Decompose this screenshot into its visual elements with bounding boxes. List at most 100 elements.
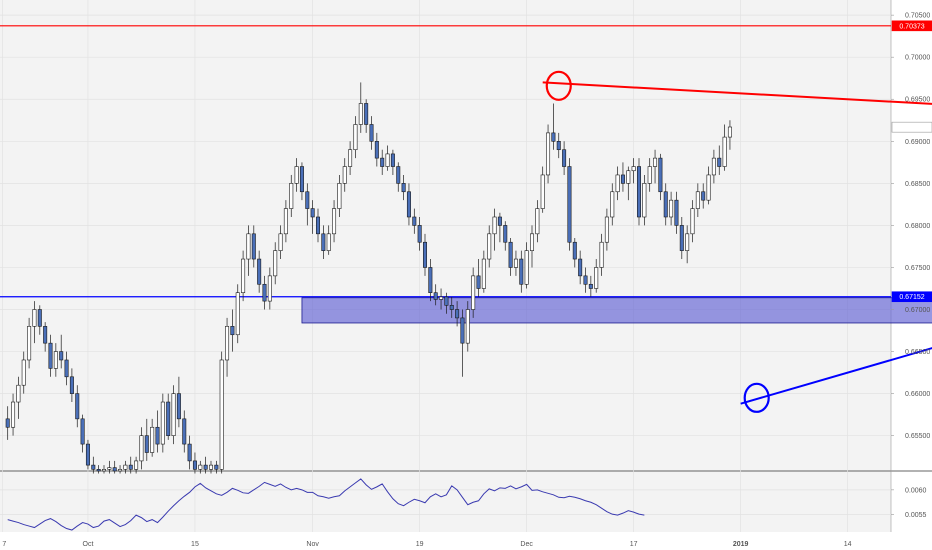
candle-body <box>251 233 256 260</box>
time-tick-label: Nov <box>306 541 319 548</box>
candle-body <box>5 418 10 428</box>
candle-body <box>540 174 545 209</box>
candle-body <box>257 258 262 285</box>
candle-body <box>112 467 117 472</box>
candle-body <box>679 225 684 251</box>
time-axis: 7Oct15Nov19Dec17201914Feb18Mar18Apr15May… <box>2 541 851 548</box>
candle-body <box>722 136 727 167</box>
candle-body <box>476 275 481 289</box>
time-tick-label: 15 <box>191 541 199 548</box>
candle-body <box>80 418 85 445</box>
candle-body <box>214 464 219 470</box>
candle-body <box>669 199 674 218</box>
candle-body <box>342 166 347 184</box>
candle-body <box>599 241 604 268</box>
support-price-badge-bg <box>891 291 932 303</box>
candle-body <box>460 317 465 344</box>
candle-body <box>289 183 294 209</box>
indicator-pane-background <box>0 471 891 532</box>
candle-body <box>235 292 240 336</box>
candle-body <box>519 258 524 285</box>
candle-body <box>139 435 144 462</box>
candle-body <box>278 233 283 251</box>
candle-body <box>396 166 401 184</box>
candle-body <box>187 443 192 462</box>
price-axis: 0.70500 0.70000 0.69500 0.69000 0.68500 0.680… <box>891 13 930 519</box>
candle-body <box>401 183 406 193</box>
candle-body <box>690 208 695 235</box>
candle-body <box>37 309 42 327</box>
price-tick-label: 0.66500 <box>905 349 930 356</box>
candle-body <box>219 359 224 470</box>
candle-body <box>166 401 171 436</box>
candle-body <box>717 157 722 167</box>
candle-body <box>556 141 561 151</box>
price-tick-label: 0.67500 <box>905 265 930 272</box>
candle-body <box>636 166 641 218</box>
candle-body <box>21 359 26 386</box>
candle-body <box>642 183 647 218</box>
candle-body <box>155 426 160 445</box>
candle-body <box>449 305 454 310</box>
candle-body <box>433 292 438 300</box>
candle-body <box>107 467 112 470</box>
candle-body <box>524 250 529 285</box>
candle-body <box>620 174 625 184</box>
support-zone-rect <box>301 297 932 324</box>
candle-body <box>353 124 358 151</box>
price-tick-label: 0.70500 <box>905 13 930 20</box>
resistance-price-badge-bg <box>891 20 932 32</box>
candle-body <box>273 250 278 277</box>
candle-body <box>503 225 508 243</box>
candle-body <box>128 464 133 470</box>
candle-body <box>203 464 208 470</box>
candle-body <box>198 464 203 470</box>
candle-body <box>455 309 460 319</box>
candle-body <box>706 174 711 201</box>
candle-body <box>567 166 572 243</box>
candle-body <box>171 393 176 436</box>
down-trendline <box>542 81 932 105</box>
candle-body <box>96 469 101 472</box>
candle-body <box>299 166 304 193</box>
candle-body <box>48 342 53 369</box>
candle-body <box>588 283 593 289</box>
candle-body <box>439 296 444 300</box>
candle-body <box>310 208 315 218</box>
candle-body <box>380 157 385 167</box>
highlight-circle <box>545 70 572 101</box>
candle-body <box>481 258 486 289</box>
candle-body <box>604 216 609 243</box>
candle-body <box>283 208 288 235</box>
up-trendline <box>740 347 932 405</box>
price-tick-label: 0.69000 <box>905 139 930 146</box>
candle-body <box>428 267 433 293</box>
candle-body <box>225 326 230 361</box>
candle-body <box>305 191 310 209</box>
indicator-line <box>7 478 645 531</box>
candle-body <box>390 153 395 167</box>
price-tick-label: 0.66000 <box>905 391 930 398</box>
candle-body <box>487 233 492 260</box>
candle-body <box>11 401 16 428</box>
candle-body <box>337 183 342 209</box>
candle-body <box>321 233 326 251</box>
candle-body <box>594 267 599 289</box>
time-tick-label: Dec <box>520 541 533 548</box>
current-price-badge-bg <box>891 121 932 133</box>
candle-body <box>492 216 497 235</box>
candle-body <box>85 443 90 466</box>
candle-body <box>615 174 620 193</box>
price-badges: 0.70373 0.67152 0.69168 <box>891 20 932 303</box>
time-tick-label: 19 <box>416 541 424 548</box>
candle-body <box>53 351 58 369</box>
candle-body <box>294 166 299 184</box>
candle-body <box>150 426 155 453</box>
candle-body <box>653 157 658 167</box>
time-tick-label: 7 <box>2 541 6 548</box>
candle-body <box>422 241 427 268</box>
candle-body <box>572 241 577 260</box>
candle-body <box>326 233 331 251</box>
candle-body <box>701 191 706 201</box>
